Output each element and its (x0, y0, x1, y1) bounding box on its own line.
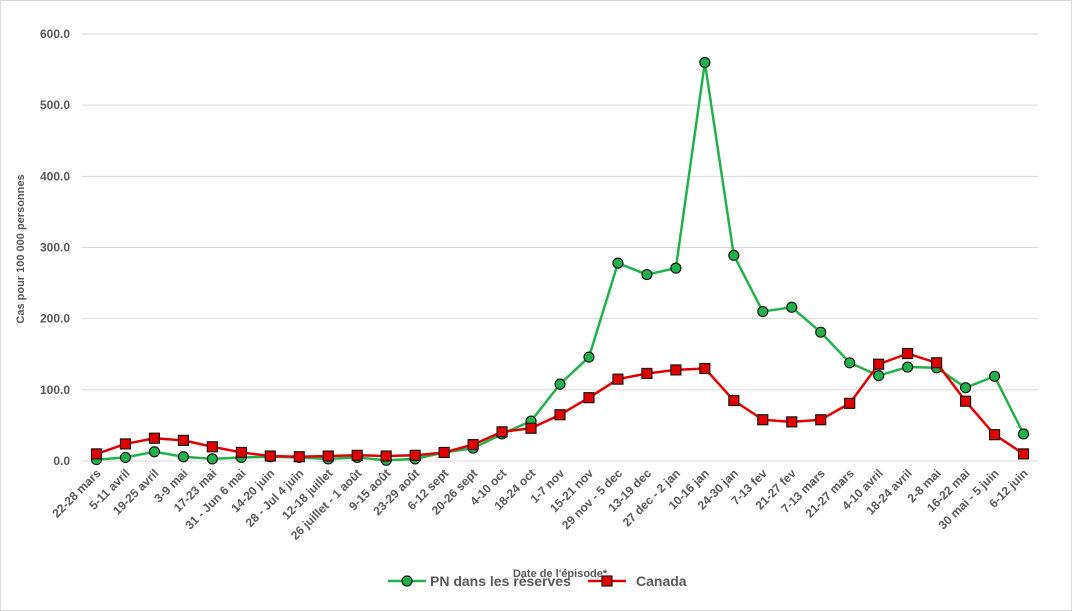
data-point (90, 448, 103, 460)
y-tick-label: 500.0 (40, 98, 70, 112)
data-point (235, 446, 247, 459)
y-tick-label: 400.0 (40, 169, 70, 183)
data-point (699, 362, 711, 375)
data-point (467, 439, 479, 451)
series-lines (90, 56, 1030, 466)
data-point (206, 441, 218, 453)
y-tick-label: 200.0 (40, 312, 70, 326)
data-point (641, 367, 653, 380)
y-tick-label: 100.0 (40, 383, 70, 397)
gridlines (82, 33, 1038, 462)
data-point (902, 347, 914, 360)
data-point (728, 394, 740, 407)
data-point (583, 392, 595, 404)
data-point (988, 370, 1001, 382)
data-point (177, 451, 189, 463)
legend-item-pn: PN dans les réserves (388, 573, 571, 589)
data-point (612, 257, 624, 269)
data-point (148, 432, 161, 444)
data-point (554, 409, 566, 421)
data-point (293, 451, 305, 463)
series-line (96, 352, 1025, 458)
y-tick-label: 0.0 (53, 454, 70, 468)
data-point (641, 268, 653, 281)
y-tick-labels: 0.0 100.0 200.0 300.0 400.0 500.0 600.0 (40, 27, 70, 468)
series-pn (90, 56, 1030, 466)
data-point (959, 395, 972, 407)
data-point (554, 378, 566, 390)
x-axis-title: Date de l'épisode* (513, 568, 608, 580)
legend-item-canada: Canada (588, 573, 687, 589)
y-tick-label: 300.0 (40, 241, 70, 255)
data-point (438, 446, 450, 459)
data-point (786, 416, 798, 428)
legend-label-canada: Canada (636, 573, 687, 589)
data-point (177, 434, 189, 446)
data-point (902, 361, 914, 373)
legend: PN dans les réserves Canada (388, 573, 687, 589)
data-point (988, 429, 1001, 441)
data-point (409, 449, 421, 461)
data-point (119, 451, 132, 464)
data-point (525, 422, 537, 434)
data-point (380, 450, 392, 462)
data-point (786, 301, 798, 313)
y-tick-label: 600.0 (40, 27, 70, 41)
data-point (583, 351, 595, 363)
data-point (815, 414, 827, 426)
data-point (728, 249, 740, 261)
y-axis-title: Cas pour 100 000 personnes (15, 174, 27, 323)
data-point (873, 370, 885, 382)
data-point (119, 438, 132, 450)
legend-marker-canada (601, 575, 613, 587)
data-point (699, 56, 711, 69)
data-point (670, 364, 682, 376)
data-point (873, 358, 885, 370)
data-point (148, 446, 161, 458)
legend-marker-pn (401, 575, 413, 587)
data-point (612, 373, 624, 385)
data-point (322, 450, 334, 462)
data-point (844, 397, 856, 409)
series-canada (90, 347, 1030, 463)
data-point (264, 450, 276, 462)
legend-label-pn: PN dans les réserves (430, 573, 571, 589)
data-point (1017, 428, 1030, 440)
data-point (757, 414, 769, 426)
data-point (670, 262, 682, 274)
series-line (96, 61, 1025, 462)
data-point (1017, 448, 1030, 460)
data-point (844, 357, 856, 369)
data-point (206, 453, 218, 465)
data-point (757, 305, 769, 318)
data-point (931, 357, 943, 369)
data-point (496, 426, 508, 438)
data-point (959, 382, 972, 394)
data-point (815, 326, 827, 338)
data-point (351, 449, 363, 461)
